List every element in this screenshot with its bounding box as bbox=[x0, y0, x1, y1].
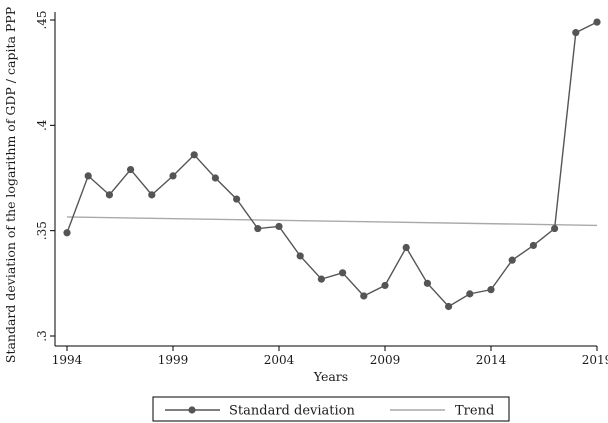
x-tick-label: 2009 bbox=[370, 353, 401, 367]
standard-deviation-point bbox=[211, 174, 219, 182]
standard-deviation-point bbox=[233, 195, 241, 203]
standard-deviation-point bbox=[508, 256, 516, 264]
legend-label-standard-deviation: Standard deviation bbox=[229, 404, 355, 419]
standard-deviation-point bbox=[296, 252, 304, 260]
y-tick-label: .4 bbox=[35, 119, 49, 131]
legend-entry-trend: Trend bbox=[390, 404, 494, 419]
y-axis-label: Standard deviation of the logarithm of G… bbox=[3, 7, 18, 363]
standard-deviation-point bbox=[127, 165, 135, 174]
legend-marker-standard-deviation bbox=[188, 406, 196, 414]
standard-deviation-point bbox=[402, 243, 410, 252]
standard-deviation-line bbox=[66, 21, 598, 308]
standard-deviation-point bbox=[63, 229, 71, 237]
y-tick-label: .45 bbox=[35, 10, 49, 29]
standard-deviation-point bbox=[360, 292, 368, 300]
legend-entry-standard-deviation: Standard deviation bbox=[165, 404, 355, 419]
standard-deviation-point bbox=[317, 275, 325, 283]
y-tick-label: .35 bbox=[35, 221, 49, 240]
standard-deviation-point bbox=[254, 224, 262, 233]
legend: Standard deviation Trend bbox=[152, 396, 510, 422]
legend-label-trend: Trend bbox=[455, 404, 494, 419]
series-layer bbox=[63, 18, 601, 311]
standard-deviation-point bbox=[84, 172, 92, 180]
standard-deviation-point bbox=[466, 290, 474, 298]
x-axis-ticks: 1994 1999 2004 2009 2014 2019 bbox=[52, 346, 608, 367]
standard-deviation-point bbox=[275, 222, 283, 231]
standard-deviation-point bbox=[381, 281, 389, 290]
standard-deviation-point bbox=[190, 151, 198, 159]
standard-deviation-point bbox=[105, 191, 113, 199]
standard-deviation-point bbox=[423, 279, 431, 287]
plot-area: 1994 1999 2004 2009 2014 2019 .3 .35 .4 .45 bbox=[35, 10, 608, 367]
trend-line bbox=[66, 216, 598, 227]
y-tick-label: .3 bbox=[35, 330, 49, 341]
y-axis-ticks: .3 .35 .4 .45 bbox=[35, 10, 55, 342]
standard-deviation-point bbox=[487, 286, 495, 294]
x-tick-label: 2019 bbox=[582, 353, 608, 367]
standard-deviation-point bbox=[593, 18, 601, 26]
standard-deviation-point bbox=[339, 269, 347, 277]
x-axis-label: Years bbox=[313, 369, 348, 384]
x-tick-label: 2014 bbox=[476, 353, 507, 367]
standard-deviation-point bbox=[551, 224, 559, 233]
legend-box bbox=[152, 396, 510, 422]
standard-deviation-point bbox=[169, 172, 177, 180]
standard-deviation-point bbox=[529, 241, 538, 250]
standard-deviation-point bbox=[445, 302, 453, 311]
x-tick-label: 2004 bbox=[264, 353, 295, 367]
standard-deviation-point bbox=[572, 29, 580, 37]
x-tick-label: 1999 bbox=[158, 353, 189, 367]
standard-deviation-point bbox=[148, 191, 156, 199]
x-tick-label: 1994 bbox=[52, 353, 83, 367]
